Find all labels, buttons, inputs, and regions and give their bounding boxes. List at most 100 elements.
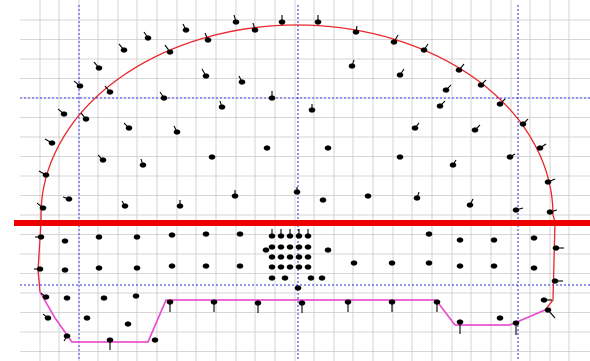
blast-hole-dot [277,254,285,260]
blast-hole-dot [176,203,184,209]
blast-hole [159,91,168,101]
blast-hole [236,231,244,237]
blast-hole [506,153,516,160]
blast-hole-dot [318,275,326,281]
blast-hole-dot [496,101,504,107]
blast-hole-dot [304,233,312,239]
blast-hole-dot [42,172,50,178]
blast-hole-dot [388,299,396,305]
blast-hole [295,244,303,250]
blast-hole [202,231,210,237]
blast-hole-dot [425,231,433,237]
blast-hole-dot [519,121,527,127]
blast-hole-dot [231,193,239,199]
blast-hole [295,264,303,270]
blast-hole-dot [208,154,216,160]
blast-hole-dot [139,162,147,168]
blast-hole-dot [425,260,433,266]
blast-hole-dot [63,295,71,301]
blast-hole-dot [496,315,504,321]
blast-hole [544,178,556,185]
blast-hole-dot [60,111,68,117]
blast-hole [519,118,529,127]
blast-hole-dot [413,195,421,201]
blast-hole-dot [436,103,444,109]
bench-bottom-outline [39,291,546,343]
blast-hole [151,337,159,343]
blast-hole-dot [232,19,240,25]
blast-hole [466,198,474,208]
blast-hole [278,15,286,25]
blast-hole [57,108,68,117]
blast-hole [139,158,147,168]
blast-hole [61,267,69,273]
blast-hole-dot [133,234,141,240]
blast-hole [44,138,56,146]
blast-hole [530,235,538,241]
blast-hole [277,229,285,239]
blast-hole-dot [536,145,544,151]
blast-hole-dot [236,231,244,237]
blast-hole [411,122,420,131]
blast-hole [364,193,372,199]
blast-hole-dot [95,265,103,271]
blast-hole [202,263,210,269]
blast-hole-dot [42,294,50,300]
blast-hole [396,154,404,160]
blast-hole-dot [286,244,294,250]
blast-hole-dot [304,264,312,270]
blast-hole-dot [294,285,302,291]
blast-hole [133,265,141,271]
blast-hole-dot [61,238,69,244]
blast-hole-dot [95,65,103,71]
blast-hole [100,295,108,301]
blast-hole [471,124,481,133]
blast-hole-dot [37,234,45,240]
blast-hole-dot [304,254,312,260]
blast-hole-dot [132,293,140,299]
minor-grid-lines [20,0,590,361]
blast-holes [34,14,564,350]
blast-hole-dot [286,233,294,239]
blast-hole-dot [420,47,428,53]
blast-hole-dot [390,39,398,45]
blast-hole-dot [286,254,294,260]
blast-hole-dot [99,157,107,163]
blast-hole [42,313,52,321]
blast-hole [512,207,524,213]
blast-hole-dot [411,125,419,131]
blast-hole [262,247,270,253]
blast-hole [298,300,306,313]
blast-hole-dot [364,193,372,199]
blast-hole-dot [396,72,404,78]
blast-hole [295,254,303,260]
blast-hole [425,260,433,266]
blast-hole [97,154,107,163]
blast-hole [413,191,421,201]
blast-hole-dot [210,299,218,305]
blast-hole-dot [512,207,520,213]
blast-hole [544,307,556,319]
blast-hole-dot [281,275,289,281]
blast-hole-dot [83,315,91,321]
blast-hole [268,264,276,270]
blast-hole [425,231,433,237]
blast-hole-dot [552,245,560,251]
blast-hole [95,234,103,240]
blast-hole-dot [308,107,316,113]
blast-hole-dot [236,263,244,269]
blast-hole [133,234,141,240]
blast-hole-dot [268,275,276,281]
blast-hole [348,59,356,69]
blast-hole-dot [268,264,276,270]
blast-hole-dot [466,202,474,208]
blast-hole-dot [168,232,176,238]
blast-hole [277,254,285,260]
blast-hole [314,15,322,25]
blast-hole [143,31,152,41]
blast-hole [324,247,332,253]
blast-hole [390,34,399,45]
blast-hole [166,299,174,312]
blast-hole [62,196,73,202]
blast-hole [210,299,218,312]
